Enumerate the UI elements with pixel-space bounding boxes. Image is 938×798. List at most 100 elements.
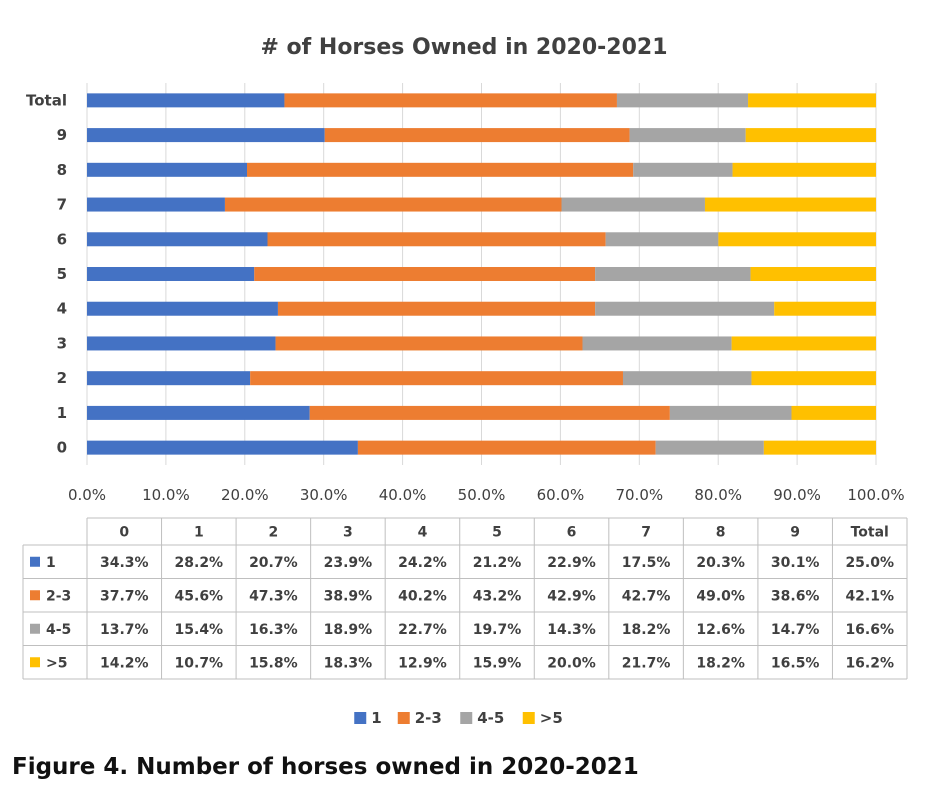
bar-4-5-3 [582, 336, 732, 351]
bar-4-5-7 [561, 197, 705, 212]
category-label: 5 [57, 265, 67, 283]
table-cell: 18.2% [696, 655, 745, 671]
bar-4-5-2 [622, 371, 752, 386]
bar-gt5-9 [745, 128, 876, 143]
bar-2-3-6 [267, 232, 606, 247]
table-header-cell: 9 [790, 525, 800, 541]
table-cell: 49.0% [696, 588, 745, 604]
bar-4-5-1 [669, 405, 792, 420]
table-cell: 42.7% [622, 588, 671, 604]
bar-1-7 [87, 197, 225, 212]
table-cell: 22.7% [398, 622, 447, 638]
bar-gt5-1 [791, 405, 876, 420]
bar-4-5-9 [629, 128, 746, 143]
legend-label-2-3: 2-3 [415, 709, 442, 727]
table-cell: 22.9% [547, 555, 596, 571]
table-cell: 20.7% [249, 555, 298, 571]
bar-2-3-0 [357, 440, 656, 455]
x-tick-label: 30.0% [300, 486, 348, 504]
chart-title: # of Horses Owned in 2020-2021 [260, 35, 667, 60]
bar-4-5-6 [605, 232, 719, 247]
category-labels: 0 1 2 3 4 5 6 7 8 9 Total [26, 91, 67, 456]
bar-gt5-0 [763, 440, 876, 455]
x-tick-labels: 0.0% 10.0% 20.0% 30.0% 40.0% 50.0% 60.0% 70.0% 8… [68, 486, 905, 504]
legend-label-1: 1 [371, 709, 381, 727]
bars [87, 93, 876, 455]
bar-2-3-5 [254, 267, 596, 281]
table-row-label: 2-3 [46, 588, 71, 604]
bar-1-4 [87, 301, 278, 316]
legend: 1 2-3 4-5 >5 [354, 709, 563, 727]
bar-1-6 [87, 232, 268, 247]
table-cell: 19.7% [473, 622, 522, 638]
table-cell: 45.6% [175, 588, 224, 604]
bar-1-3 [87, 336, 276, 351]
table-cell: 21.2% [473, 555, 522, 571]
bar-2-3-total [284, 93, 617, 108]
category-label: 7 [57, 196, 67, 214]
table-cell: 15.4% [175, 622, 224, 638]
bar-1-8 [87, 162, 248, 177]
table-cell: 42.9% [547, 588, 596, 604]
table-cell: 38.6% [771, 588, 820, 604]
bar-2-3-7 [224, 197, 562, 212]
bar-4-5-5 [595, 267, 751, 281]
table-cell: 16.6% [845, 622, 894, 638]
table-cell: 10.7% [175, 655, 224, 671]
bar-4-5-4 [595, 301, 775, 316]
table-cell: 34.3% [100, 555, 149, 571]
bar-gt5-2 [751, 371, 876, 386]
table-cell: 14.3% [547, 622, 596, 638]
x-tick-label: 40.0% [379, 486, 427, 504]
table-cell: 14.2% [100, 655, 149, 671]
table-legend-key [30, 657, 40, 668]
table-cell: 20.3% [696, 555, 745, 571]
table-header-cell: 7 [641, 525, 651, 541]
legend-swatch-2-3 [397, 712, 410, 724]
bar-gt5-7 [704, 197, 876, 212]
x-tick-label: 90.0% [773, 486, 821, 504]
bar-1-0 [87, 440, 358, 455]
bar-gt5-8 [732, 162, 876, 177]
table-cell: 43.2% [473, 588, 522, 604]
table-row-label: >5 [46, 655, 67, 671]
bar-1-2 [87, 371, 251, 386]
bar-4-5-0 [655, 440, 764, 455]
figure-caption: Figure 4. Number of horses owned in 2020… [12, 754, 639, 780]
table-header-cell: 1 [194, 525, 204, 541]
bar-4-5-total [616, 93, 749, 108]
table-cell: 14.7% [771, 622, 820, 638]
bar-gt5-4 [774, 301, 876, 316]
table-header-cell: 5 [492, 525, 502, 541]
table-cell: 18.2% [622, 622, 671, 638]
table-header-cell: Total [851, 525, 889, 541]
table-cell: 16.2% [845, 655, 894, 671]
table-cell: 47.3% [249, 588, 298, 604]
table-cell: 15.8% [249, 655, 298, 671]
bar-gt5-5 [750, 267, 876, 281]
bar-4-5-8 [633, 162, 733, 177]
table-cell: 21.7% [622, 655, 671, 671]
legend-swatch-gt5 [522, 712, 535, 724]
table-legend-key [30, 623, 40, 634]
table-cell: 38.9% [324, 588, 373, 604]
bar-1-9 [87, 128, 325, 143]
category-label: 1 [57, 404, 67, 422]
table-cell: 16.3% [249, 622, 298, 638]
table-cell: 18.9% [324, 622, 373, 638]
table-cell: 37.7% [100, 588, 149, 604]
table-header-cell: 6 [567, 525, 577, 541]
table-row-label: 1 [46, 555, 56, 571]
table-header-cell: 3 [343, 525, 353, 541]
category-label: 8 [57, 161, 67, 179]
category-label: Total [26, 91, 67, 109]
bar-1-1 [87, 405, 310, 420]
table-cell: 12.6% [696, 622, 745, 638]
category-label: 2 [57, 369, 67, 387]
legend-swatch-4-5 [460, 712, 473, 724]
table-legend-key [30, 590, 40, 601]
bar-2-3-3 [275, 336, 583, 351]
table-header-cell: 2 [268, 525, 278, 541]
table-cell: 25.0% [845, 555, 894, 571]
table-header-cell: 0 [119, 525, 129, 541]
